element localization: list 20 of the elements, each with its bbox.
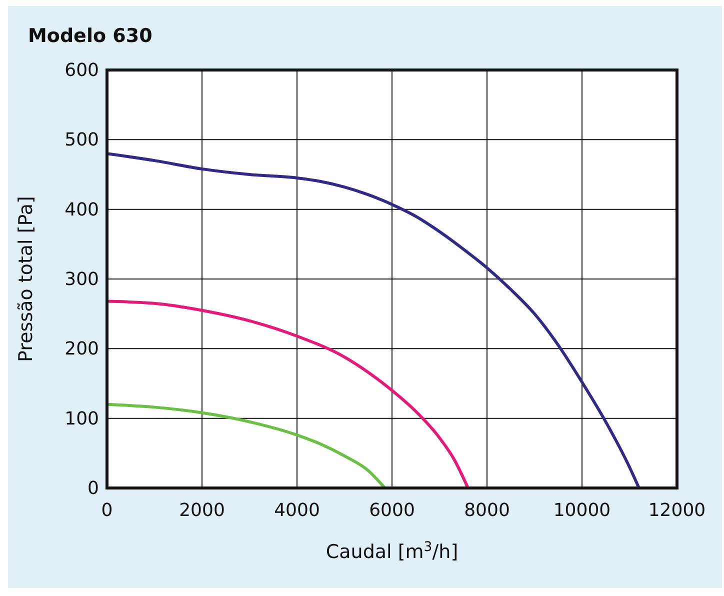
x-tick-label: 10000 — [553, 500, 611, 521]
y-axis-title: Pressão total [Pa] — [15, 196, 37, 362]
y-tick-label: 0 — [88, 478, 99, 499]
x-axis-title: Caudal [m$^{3}$/h] — [326, 540, 458, 563]
y-tick-label: 100 — [64, 408, 99, 430]
y-tick-label: 500 — [64, 130, 99, 151]
y-tick-label: 200 — [64, 338, 99, 360]
y-tick-label: 400 — [64, 199, 99, 220]
x-tick-label: 2000 — [179, 500, 225, 521]
x-tick-label: 8000 — [464, 500, 510, 521]
y-tick-label: 300 — [64, 269, 99, 290]
line-series — [106, 402, 386, 490]
x-tick-label: 12000 — [648, 500, 706, 521]
x-tick-label: 6000 — [369, 500, 415, 521]
x-tick-label: 0 — [101, 500, 113, 521]
line-series — [106, 152, 640, 490]
x-tick-label: 4000 — [274, 500, 320, 521]
line-series — [106, 300, 470, 490]
y-tick-label: 600 — [64, 60, 99, 81]
chart-title: Modelo 630 — [28, 25, 152, 47]
